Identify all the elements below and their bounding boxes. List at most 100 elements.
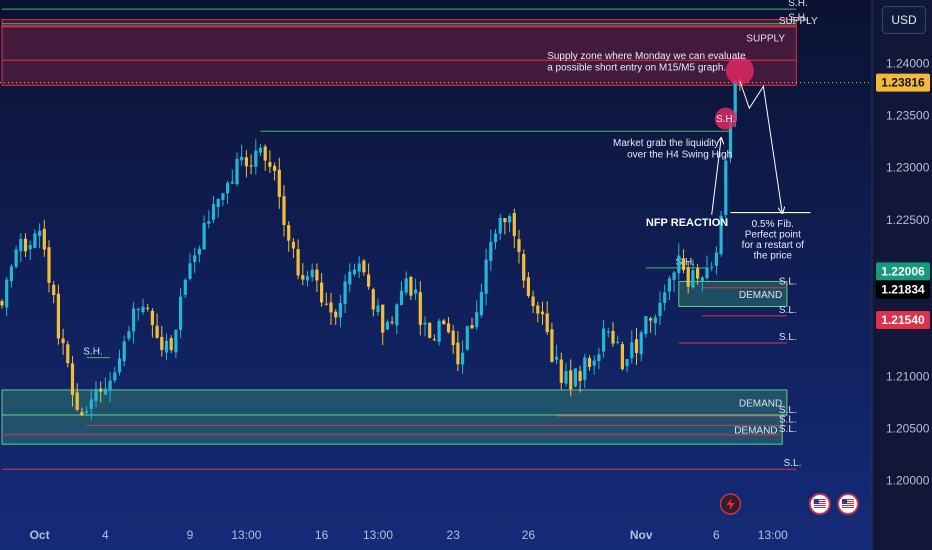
candle-body	[179, 296, 183, 330]
candle-body	[649, 318, 653, 321]
y-tick-label: 1.23500	[886, 109, 930, 123]
us-flag-icon	[842, 499, 854, 500]
us-flag-icon	[813, 499, 819, 504]
demand-zone-label: DEMAND	[739, 290, 782, 301]
candle-body	[235, 158, 239, 185]
zones-layer: SUPPLY DEMAND DEMAND DEMAND	[1, 19, 797, 445]
candle-body	[587, 358, 592, 368]
candle-body	[526, 277, 530, 296]
candle-body	[310, 269, 314, 277]
candle-body	[559, 359, 563, 383]
us-flag-icon	[813, 503, 826, 504]
annotation-text: 0.5% Fib.	[752, 219, 794, 230]
candle-body	[371, 289, 375, 310]
candle-body	[52, 284, 56, 296]
candle-body	[169, 338, 173, 351]
candle-body	[268, 162, 272, 167]
candle-body	[108, 380, 112, 391]
time-axis[interactable]: Oct 4 9 13:00 16 13:00 23 26 Nov 6 13:00	[30, 528, 789, 542]
candle-body	[244, 157, 248, 167]
x-tick-label: 13:00	[231, 528, 261, 542]
candle-body	[94, 389, 98, 402]
candle-body	[395, 304, 399, 326]
level-label: S.H.	[676, 257, 695, 268]
candle-body	[211, 204, 216, 220]
candle-body	[338, 303, 342, 318]
candle-body	[418, 292, 422, 325]
candle-body	[616, 341, 620, 343]
annotation-text: Perfect point	[745, 230, 801, 241]
price-tag-label: 1.22006	[881, 264, 925, 278]
candle-body	[493, 233, 498, 243]
candle-body	[710, 266, 714, 268]
candle-body	[573, 368, 577, 387]
candle-body	[352, 269, 357, 274]
candle-body	[644, 316, 648, 335]
candle-body	[569, 370, 573, 390]
candle-body	[263, 146, 267, 161]
currency-button[interactable]: USD	[882, 6, 926, 34]
candle-body	[122, 341, 126, 362]
us-flag-icon	[813, 505, 826, 506]
level-label: S.L.	[779, 424, 797, 435]
candle-body	[301, 275, 305, 280]
annotation-text: for a restart of	[742, 240, 804, 251]
candle-body	[414, 289, 418, 294]
candle-body	[296, 249, 300, 276]
candle-body	[160, 336, 164, 350]
x-tick-label: 23	[447, 528, 461, 542]
candle-body	[207, 221, 211, 224]
candle-body	[531, 296, 535, 307]
candle-body	[240, 156, 244, 161]
level-label: S.H.	[788, 0, 807, 9]
candle-body	[432, 339, 436, 341]
candle-body	[724, 160, 728, 216]
candle-body	[564, 371, 568, 384]
candle-body	[33, 233, 37, 248]
candle-body	[28, 245, 32, 250]
x-tick-label: 13:00	[363, 528, 393, 542]
x-tick-label: 13:00	[758, 528, 788, 542]
candle-body	[517, 239, 521, 252]
level-label: S.L.	[784, 458, 802, 469]
level-label: S.L.	[779, 332, 797, 343]
candle-body	[305, 276, 310, 281]
candle-body	[550, 329, 554, 363]
events-row[interactable]	[719, 493, 859, 515]
candle-body	[277, 169, 281, 197]
candle-body	[686, 267, 690, 287]
candle-body	[70, 363, 75, 395]
candle-body	[456, 342, 460, 365]
price-tags: 1.23816 1.22006 1.21834 1.21540	[876, 73, 930, 330]
level-label: SUPPLY	[779, 16, 818, 27]
candle-body	[324, 303, 328, 305]
candle-body	[625, 359, 629, 367]
annotation-text: S.H.	[716, 114, 735, 125]
us-flag-icon	[813, 499, 826, 500]
candle-body	[470, 325, 474, 329]
candle-body	[23, 238, 28, 252]
candle-body	[315, 269, 319, 281]
candle-body	[611, 330, 615, 344]
annotation-text: NFP REACTION	[646, 217, 728, 229]
candle-body	[230, 181, 234, 184]
candle-body	[367, 274, 371, 287]
candle-body	[446, 323, 451, 333]
highlight-circle	[714, 107, 737, 130]
level-label: S.L.	[779, 414, 797, 425]
candle-body	[320, 282, 324, 303]
candle-body	[602, 328, 606, 352]
candle-body	[146, 307, 150, 309]
candle-body	[653, 317, 657, 324]
annotations-layer: Supply zone where Monday we can evaluate…	[547, 51, 811, 261]
candle-body	[512, 212, 516, 237]
candle-body	[672, 272, 676, 280]
candle-body	[103, 388, 107, 395]
candle-body	[334, 311, 338, 318]
candle-body	[385, 321, 389, 330]
us-flag-icon	[842, 505, 854, 506]
level-label: S.L.	[779, 277, 797, 288]
candle-body	[282, 196, 286, 226]
projection-path	[739, 80, 782, 212]
